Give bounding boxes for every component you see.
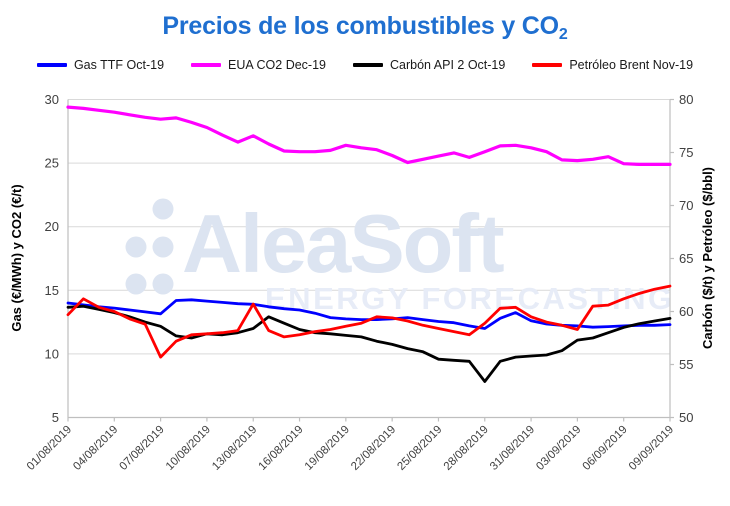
axes [67, 98, 674, 422]
watermark-brand-text: AleaSoft [182, 197, 504, 290]
svg-text:60: 60 [679, 304, 693, 319]
watermark-tagline-text: ENERGY FORECASTING [265, 281, 675, 316]
svg-text:01/08/2019: 01/08/2019 [25, 424, 74, 473]
svg-text:04/08/2019: 04/08/2019 [71, 424, 120, 473]
svg-text:19/08/2019: 19/08/2019 [303, 424, 352, 473]
svg-text:10: 10 [45, 346, 59, 361]
svg-text:65: 65 [679, 251, 693, 266]
chart-title-subscript: 2 [558, 26, 568, 43]
svg-text:15: 15 [45, 283, 59, 298]
legend-label-carbon-api2: Carbón API 2 Oct-19 [390, 58, 506, 72]
svg-text:25/08/2019: 25/08/2019 [395, 424, 444, 473]
svg-text:28/08/2019: 28/08/2019 [442, 424, 491, 473]
legend-swatch-gas-ttf [36, 63, 67, 67]
svg-text:20: 20 [45, 219, 59, 234]
svg-text:22/08/2019: 22/08/2019 [349, 424, 398, 473]
left-axis-title: Gas (€/MWh) y CO2 (€/t) [9, 184, 24, 331]
svg-text:80: 80 [679, 92, 693, 107]
right-axis-title: Carbón ($/t) y Petróleo ($/bbl) [700, 167, 715, 349]
svg-text:30: 30 [45, 92, 59, 107]
svg-text:70: 70 [679, 198, 693, 213]
svg-text:25: 25 [45, 156, 59, 171]
watermark-logo-dot [125, 273, 147, 295]
svg-text:75: 75 [679, 145, 693, 160]
series-line-petr-leo-brent-nov-19 [66, 284, 672, 359]
chart-legend: Gas TTF Oct-19 EUA CO2 Dec-19 Carbón API… [0, 58, 730, 72]
x-axis-tick-labels: 01/08/201904/08/201907/08/201910/08/2019… [25, 424, 676, 473]
svg-text:06/09/2019: 06/09/2019 [581, 424, 630, 473]
watermark-logo-dot [125, 236, 147, 258]
svg-text:03/09/2019: 03/09/2019 [534, 424, 583, 473]
legend-swatch-carbon-api2 [353, 63, 383, 67]
watermark-logo-dot [152, 236, 174, 258]
chart-title: Precios de los combustibles y CO2 [0, 12, 730, 44]
legend-label-gas-ttf: Gas TTF Oct-19 [73, 58, 165, 72]
svg-text:07/08/2019: 07/08/2019 [118, 424, 167, 473]
legend-item-eua-co2: EUA CO2 Dec-19 [191, 58, 326, 72]
series-line-eua-co2-dec-19 [66, 105, 672, 166]
right-axis-tick-labels: 50 55 60 65 70 75 80 [679, 92, 693, 425]
left-axis-tick-labels: 5 10 15 20 25 30 [45, 92, 59, 425]
watermark-logo-dot [152, 198, 174, 220]
chart-title-text: Precios de los combustibles y CO [162, 12, 559, 40]
legend-swatch-petroleo-brent [532, 63, 563, 67]
svg-text:10/08/2019: 10/08/2019 [164, 424, 213, 473]
svg-text:5: 5 [52, 410, 59, 425]
series-line-carb-n-api-2-oct-19 [66, 304, 672, 383]
legend-item-gas-ttf: Gas TTF Oct-19 [36, 58, 165, 72]
legend-swatch-eua-co2 [191, 63, 222, 67]
svg-text:16/08/2019: 16/08/2019 [256, 424, 305, 473]
legend-item-carbon-api2: Carbón API 2 Oct-19 [353, 58, 505, 72]
watermark-logo-dot [152, 273, 174, 295]
legend-item-petroleo-brent: Petróleo Brent Nov-19 [532, 58, 693, 72]
svg-text:50: 50 [679, 410, 693, 425]
svg-text:13/08/2019: 13/08/2019 [210, 424, 259, 473]
legend-label-petroleo-brent: Petróleo Brent Nov-19 [569, 58, 694, 72]
legend-label-eua-co2: EUA CO2 Dec-19 [228, 58, 326, 72]
svg-text:09/09/2019: 09/09/2019 [627, 424, 676, 473]
svg-text:55: 55 [679, 357, 693, 372]
svg-text:31/08/2019: 31/08/2019 [488, 424, 537, 473]
